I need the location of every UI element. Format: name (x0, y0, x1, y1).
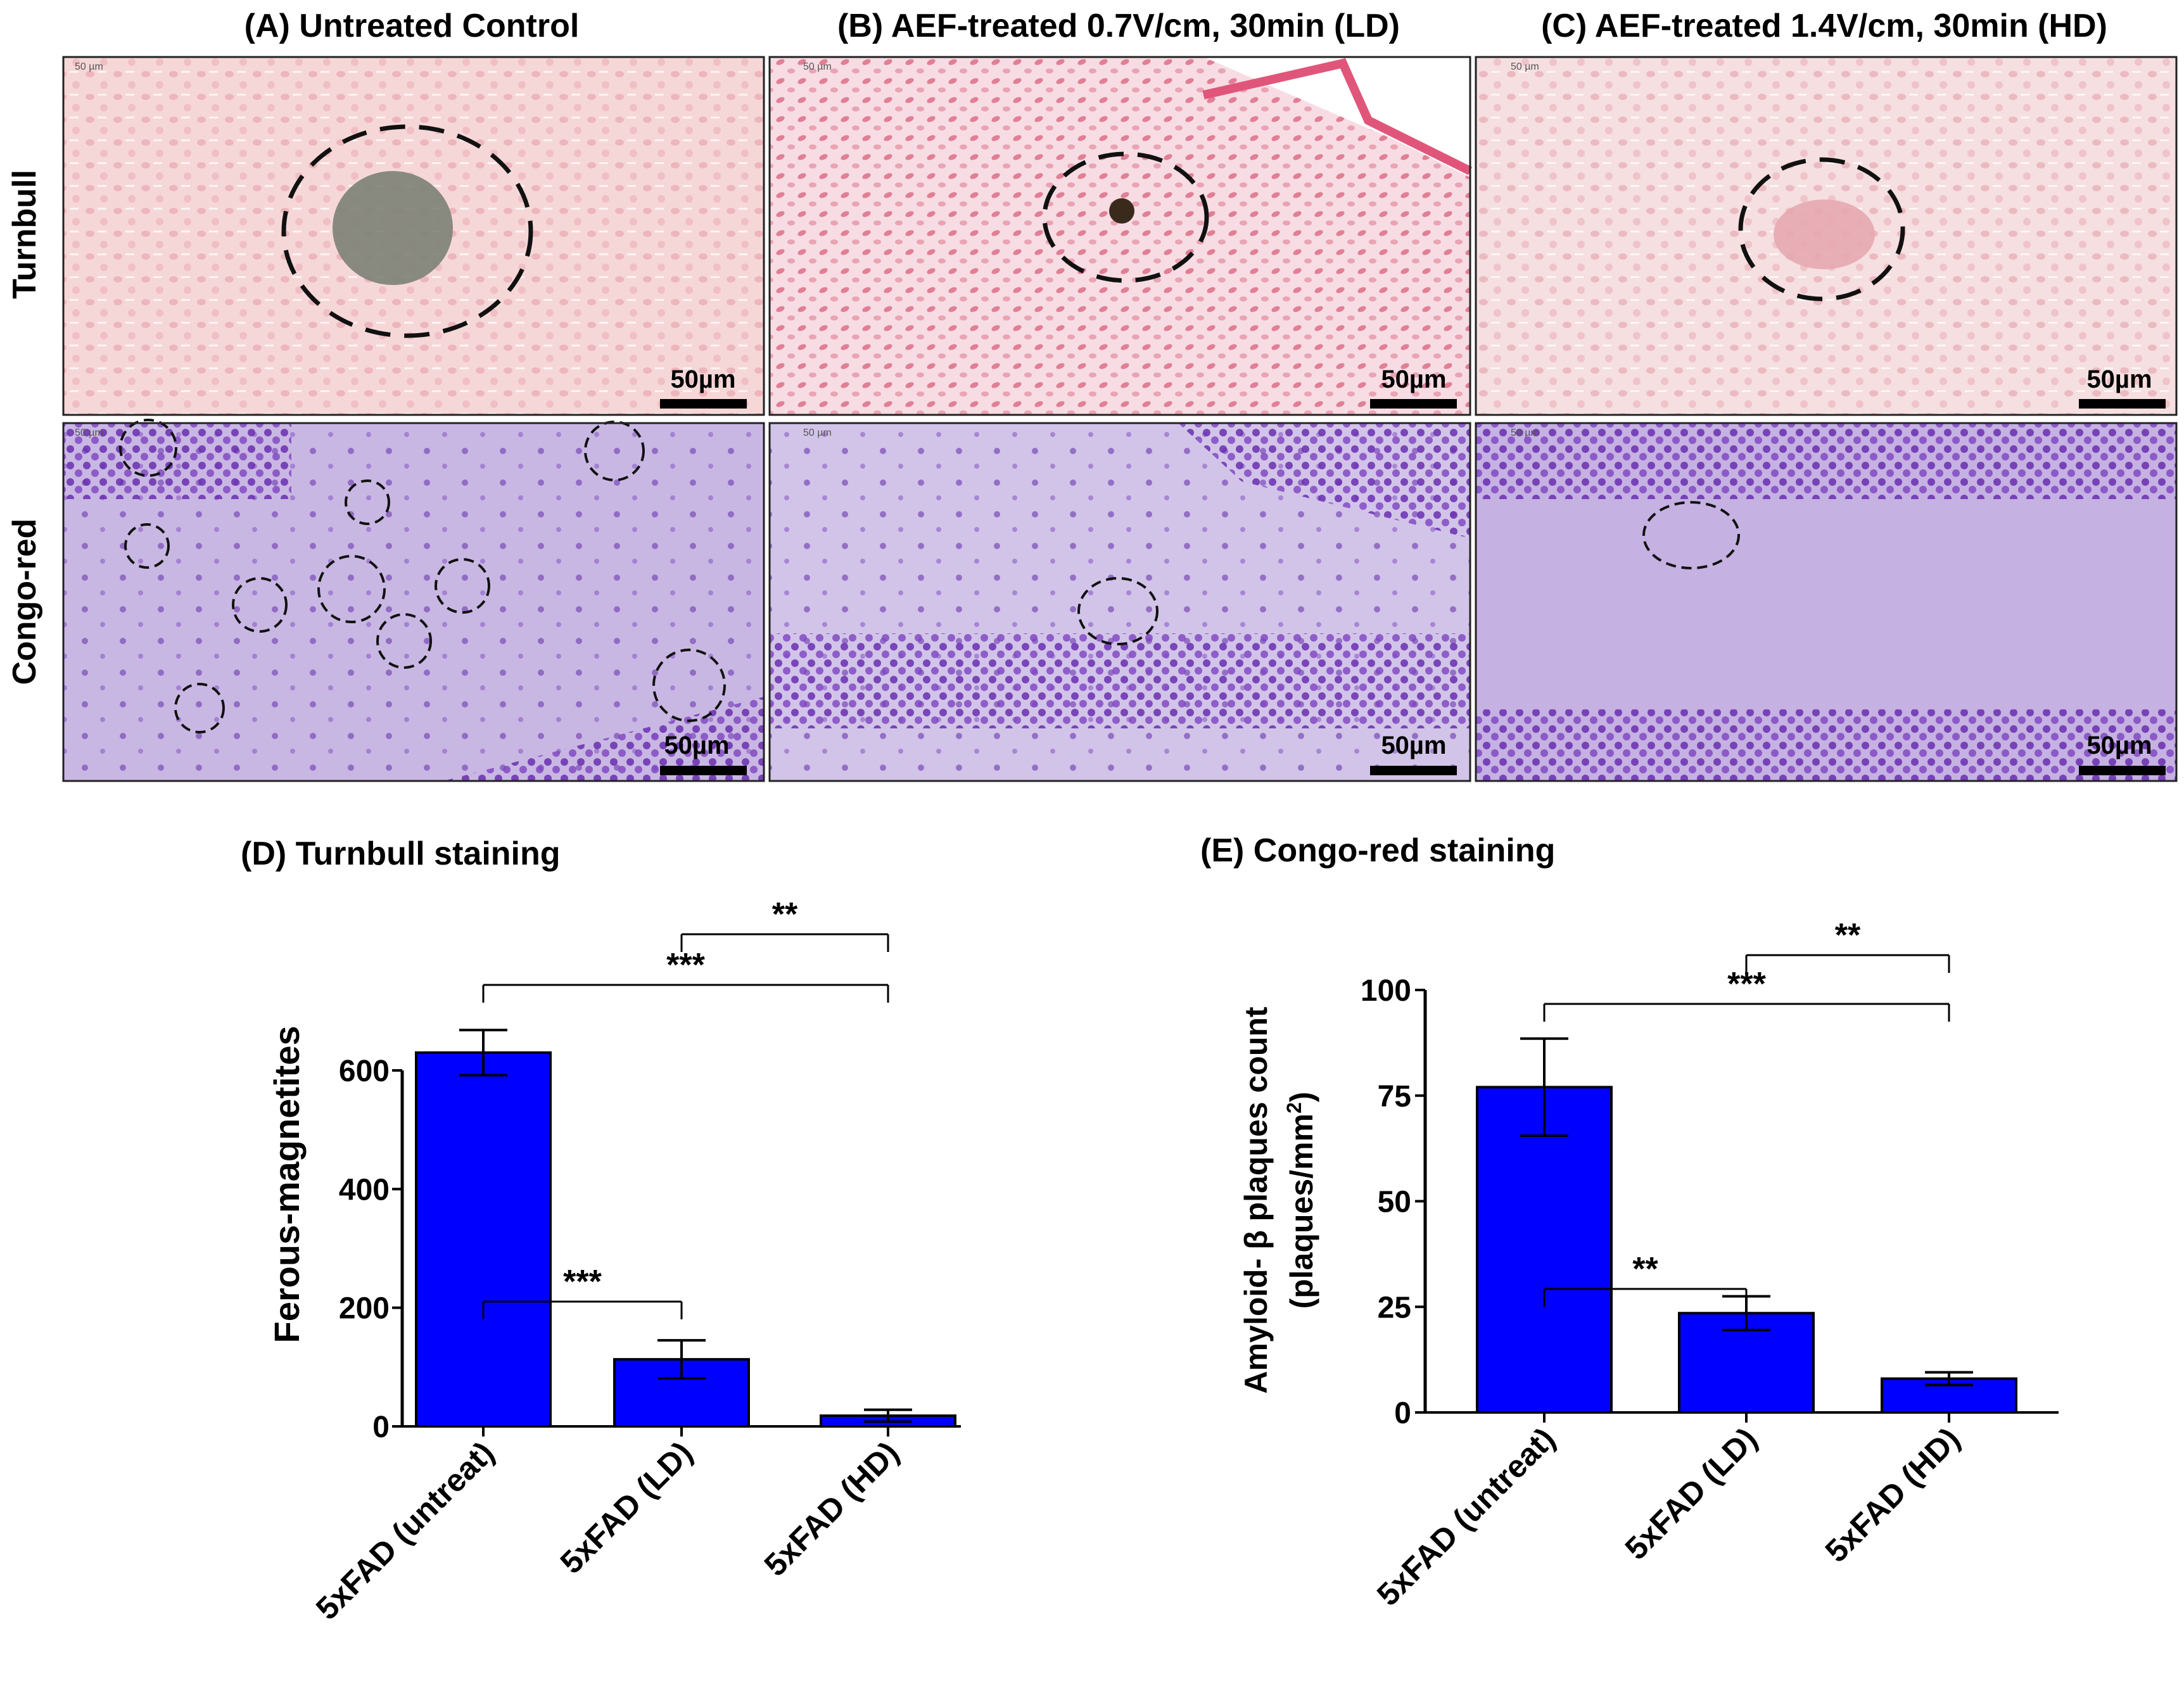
y-tick-label: 600 (339, 1055, 390, 1088)
plaque-circle (1738, 157, 1905, 301)
plaque-circle (1642, 501, 1740, 569)
micrograph-turnbull-c: 50 µm 50µm (1475, 56, 2178, 416)
scale-bar-label: 50µm (1381, 732, 1446, 759)
micro-scale-label: 50 µm (75, 428, 103, 438)
x-tick-label: 5xFAD (untreat) (309, 1435, 501, 1627)
y-axis-label-unit: (plaques/mm2) (1283, 1092, 1319, 1309)
y-axis-label-close: ) (1284, 1092, 1319, 1103)
scale-bar-label: 50µm (1381, 365, 1446, 393)
significance-label: *** (666, 947, 705, 984)
plaque-circle (1042, 151, 1209, 283)
x-tick-label: 5xFAD (LD) (554, 1435, 699, 1580)
significance-label: ** (1632, 1251, 1658, 1288)
plaque-circle (281, 124, 533, 338)
y-axis-label: Amyloid- β plaques count (1238, 1006, 1274, 1393)
significance-label: ** (1835, 917, 1861, 954)
y-axis-label-line1: Amyloid- β plaques count (1238, 1006, 1274, 1393)
x-tick-label: 5xFAD (LD) (1618, 1421, 1764, 1566)
micrograph-turnbull-a: 50 µm 50µm (62, 56, 765, 416)
y-axis-label-sup: 2 (1283, 1102, 1305, 1113)
chart-title: (D) Turnbull staining (241, 835, 561, 872)
micro-scale-label: 50 µm (803, 428, 832, 438)
micrograph-congo-c: 50 µm 50µm (1475, 422, 2178, 782)
chart-congo: (E) Congo-red staining Amyloid- β plaque… (1200, 832, 2059, 1613)
row-label-congo: Congo-red (6, 519, 43, 685)
micrograph-turnbull-b: 50 µm 50µm (768, 56, 1473, 416)
y-tick-label: 400 (339, 1173, 390, 1207)
y-tick-label: 25 (1378, 1291, 1411, 1324)
scale-bar-label: 50µm (2086, 365, 2152, 393)
y-tick-label: 0 (372, 1411, 390, 1444)
row-label-turnbull: Turnbull (6, 170, 43, 299)
micro-scale-label: 50 µm (1511, 428, 1539, 438)
significance-label: ** (772, 896, 798, 933)
col-title-a: (A) Untreated Control (244, 8, 580, 44)
y-tick-label: 75 (1378, 1080, 1411, 1113)
scale-bar-label: 50µm (664, 732, 729, 759)
micro-scale-label: 50 µm (803, 61, 832, 72)
micro-scale-label: 50 µm (75, 61, 103, 72)
x-tick-label: 5xFAD (untreat) (1370, 1421, 1562, 1613)
micrograph-congo-a: 50 µm 50µm (62, 419, 765, 782)
scale-bar-label: 50µm (670, 365, 735, 393)
x-tick-label: 5xFAD (HD) (758, 1435, 906, 1583)
chart-turnbull: (D) Turnbull staining Ferous-magnetites … (241, 835, 961, 1627)
y-tick-label: 0 (1394, 1397, 1411, 1430)
plaque-circle (1077, 577, 1159, 645)
y-tick-label: 200 (339, 1292, 390, 1326)
micro-scale-label: 50 µm (1511, 61, 1539, 72)
micrograph-congo-b: 50 µm 50µm (768, 422, 1471, 782)
scale-bar-label: 50µm (2086, 732, 2152, 759)
y-tick-label: 50 (1378, 1186, 1411, 1219)
col-title-c: (C) AEF-treated 1.4V/cm, 30min (HD) (1541, 8, 2107, 44)
col-title-b: (B) AEF-treated 0.7V/cm, 30min (LD) (837, 8, 1400, 44)
x-tick-label: 5xFAD (HD) (1819, 1421, 1967, 1569)
bar (415, 1051, 552, 1428)
plaque-circles (119, 419, 726, 733)
y-axis-label: Ferous-magnetites (267, 1026, 307, 1343)
y-axis-label-unit-text: (plaques/mm (1284, 1113, 1319, 1309)
y-tick-label: 100 (1361, 974, 1411, 1008)
significance-label: *** (563, 1264, 602, 1300)
chart-title: (E) Congo-red staining (1200, 832, 1555, 869)
bar (1476, 1086, 1613, 1414)
